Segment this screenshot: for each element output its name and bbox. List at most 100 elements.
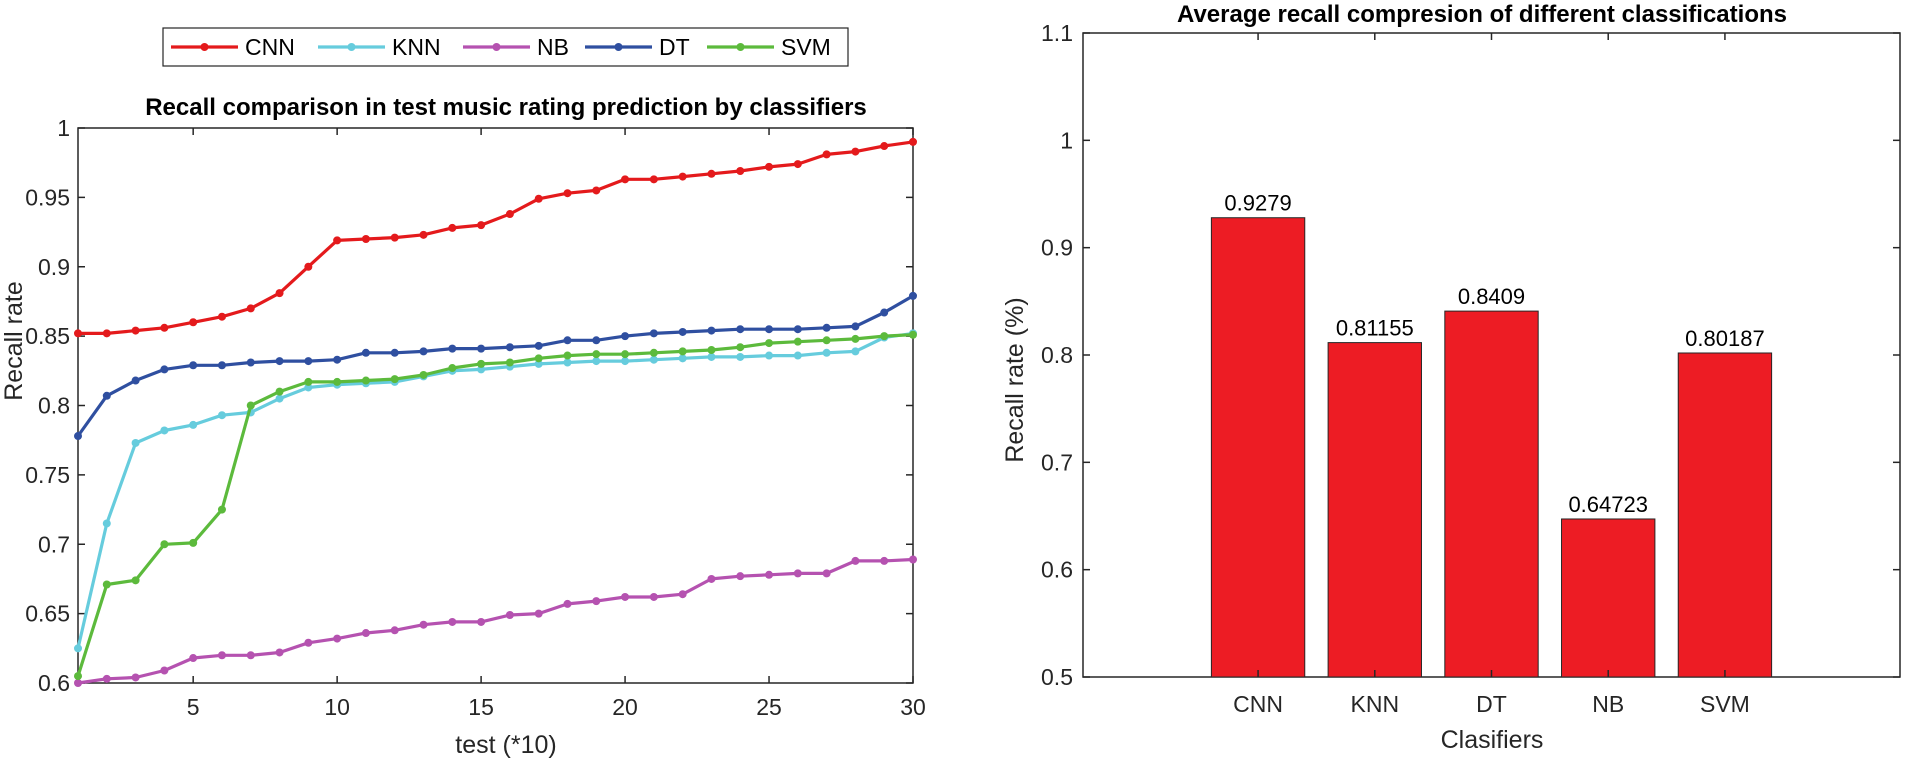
data-point-cnn [102,329,111,338]
data-point-svm [736,343,745,352]
bar-value-label: 0.81155 [1336,316,1414,341]
data-point-cnn [448,223,457,232]
data-point-cnn [563,189,572,198]
data-point-cnn [419,230,428,239]
data-point-svm [275,387,284,396]
data-point-svm [707,346,716,354]
x-tick-label: CNN [1233,691,1283,717]
data-point-nb [131,673,140,682]
data-point-dt [649,329,658,338]
data-point-svm [74,672,82,681]
data-point-nb [822,569,831,578]
data-point-dt [217,361,226,370]
data-point-dt [333,355,342,364]
data-point-dt [419,347,428,356]
data-point-nb [707,574,716,583]
bar-cnn [1210,217,1306,678]
data-point-svm [765,339,774,348]
data-point-svm [793,337,802,346]
legend-marker-nb [492,43,501,51]
data-point-cnn [275,289,284,298]
x-tick-label: 15 [468,694,494,720]
data-point-svm [246,401,255,410]
data-point-svm [304,377,313,386]
series-line-cnn [78,140,914,335]
x-tick-label: DT [1476,691,1507,717]
data-point-cnn [765,162,774,171]
legend-label-dt: DT [659,34,690,60]
data-point-nb [102,674,111,683]
data-point-dt [880,308,889,317]
data-point-knn [621,357,630,366]
data-point-nb [160,666,169,675]
data-point-dt [246,358,255,367]
data-point-svm [592,350,601,359]
data-point-knn [592,357,601,366]
bar-value-label: 0.80187 [1685,326,1765,351]
data-point-dt [189,361,198,370]
data-point-cnn [217,312,226,321]
data-point-dt [621,332,630,341]
y-tick-label: 0.8 [38,393,70,419]
data-point-svm [448,364,457,373]
series-line-svm [76,333,914,677]
x-tick-label: SVM [1700,691,1750,717]
y-tick-label: 0.9 [38,254,70,280]
y-tick-label: 0.6 [1041,557,1073,583]
bar-dt [1444,310,1539,678]
data-point-cnn [246,304,255,313]
data-point-cnn [707,169,716,178]
data-point-svm [477,359,486,368]
bar-value-label: 0.9279 [1224,191,1291,216]
data-point-dt [822,323,831,332]
data-point-cnn [736,167,745,176]
x-tick-label: 30 [900,694,926,720]
x-axis-label: test (*10) [455,731,556,759]
data-point-dt [102,391,111,400]
data-point-nb [275,648,284,657]
data-point-knn [736,352,745,361]
legend-marker-knn [347,43,356,51]
y-tick-label: 0.9 [1041,235,1073,261]
data-point-dt [448,344,457,353]
data-point-cnn [534,194,543,203]
data-point-svm [534,354,543,363]
data-point-svm [189,538,198,547]
data-point-svm [361,376,370,385]
data-point-knn [217,411,226,420]
data-point-cnn [189,318,198,327]
y-tick-label: 0.7 [1041,449,1073,475]
data-point-dt [793,325,802,334]
x-tick-label: KNN [1351,691,1400,717]
data-point-dt [74,432,82,441]
data-point-knn [649,355,658,364]
line-chart: CNN KNN NB DT SVM Recall comparison in test … [0,27,926,759]
x-tick-label: 5 [187,694,200,720]
data-point-knn [678,354,687,363]
data-point-cnn [592,186,601,195]
x-tick-label: NB [1592,691,1624,717]
data-point-dt [304,357,313,366]
data-point-cnn [477,221,486,230]
data-point-nb [333,634,342,643]
y-tick-label: 0.65 [25,601,70,627]
data-point-svm [160,540,169,549]
data-point-knn [275,394,284,403]
data-point-nb [851,556,860,565]
data-point-nb [477,617,486,626]
y-axis-label: Recall rate [0,281,28,401]
bar-svm [1677,352,1773,678]
data-point-cnn [793,160,802,169]
data-point-svm [880,332,889,341]
bar-nb [1561,518,1656,678]
data-point-dt [131,376,140,385]
legend-marker-svm [736,43,745,51]
data-point-cnn [678,172,687,181]
y-tick-label: 0.85 [25,323,70,349]
data-point-knn [851,347,860,356]
data-point-knn [131,438,140,447]
data-point-knn [793,351,802,360]
data-point-cnn [822,150,831,159]
data-point-svm [217,505,226,514]
